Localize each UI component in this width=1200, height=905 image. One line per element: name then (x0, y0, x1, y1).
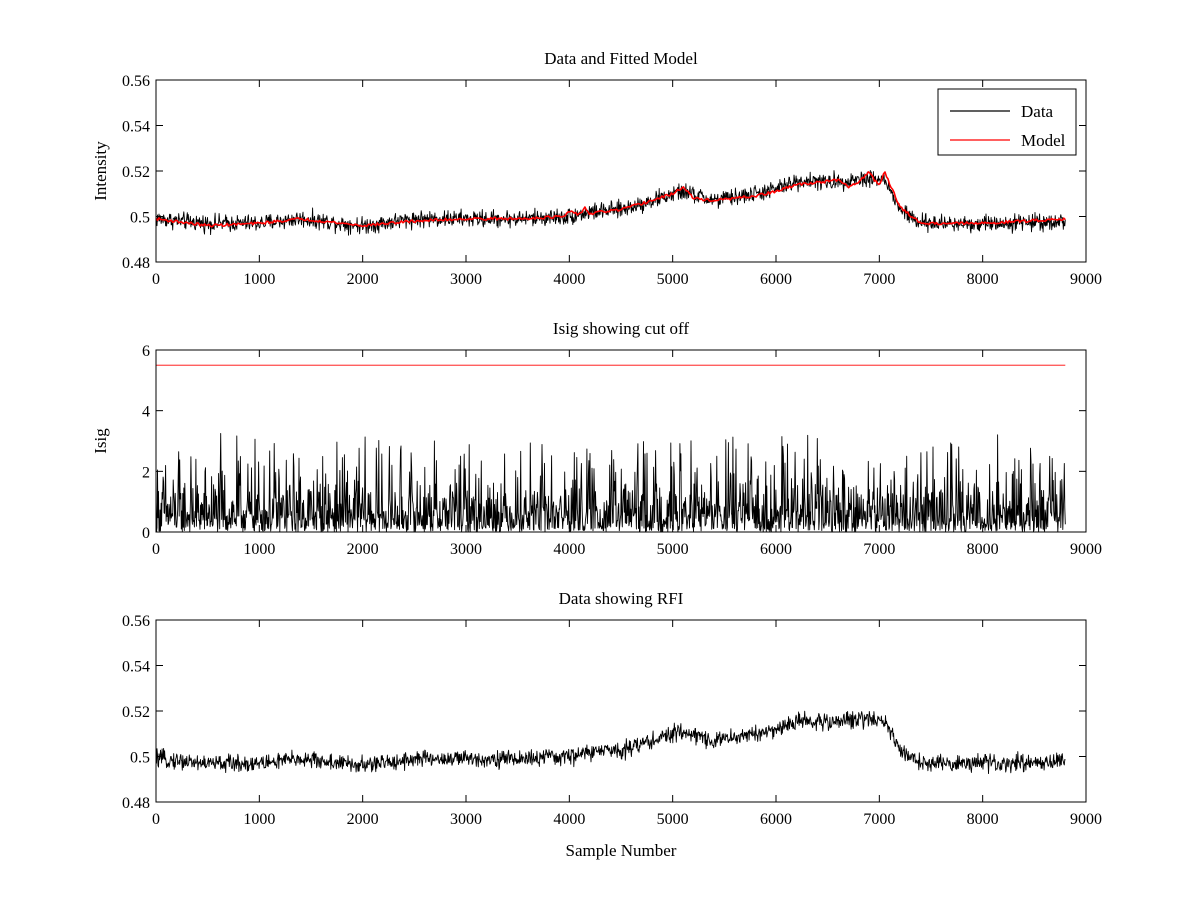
x-tick-label: 5000 (657, 811, 689, 828)
y-tick-label: 0.48 (122, 255, 150, 272)
x-tick-label: 2000 (347, 541, 379, 558)
x-tick-label: 4000 (553, 271, 585, 288)
series-3-1-line (156, 710, 1066, 775)
plot-area (156, 710, 1066, 775)
x-tick-label: 6000 (760, 271, 792, 288)
y-tick-label: 0.5 (130, 210, 150, 227)
x-tick-label: 9000 (1070, 541, 1102, 558)
y-tick-label: 0.56 (122, 613, 150, 630)
x-tick-label: 2000 (347, 811, 379, 828)
subplot-title: Data showing RFI (559, 589, 684, 608)
y-tick-label: 0 (142, 525, 150, 542)
axes-box (155, 349, 1087, 533)
subplot-2: 0 1000 2000 3000 4000 5000 6000 7000 8000 9000 0 2 4… (91, 319, 1102, 558)
series-2-1-line (156, 433, 1066, 532)
y-tick-label: 0.56 (122, 73, 150, 90)
x-tick-label: 0 (152, 271, 160, 288)
y-tick-label: 0.52 (122, 164, 150, 181)
y-axis-label: Intensity (91, 141, 110, 201)
x-tick-label: 7000 (863, 541, 895, 558)
x-axis-label: Sample Number (566, 841, 677, 860)
y-tick-label: 0.54 (122, 119, 150, 136)
x-tick-label: 9000 (1070, 271, 1102, 288)
axes-box (155, 619, 1087, 803)
y-tick-label: 0.48 (122, 795, 150, 812)
subplot-title: Isig showing cut off (553, 319, 689, 338)
x-tick-label: 9000 (1070, 811, 1102, 828)
y-tick-label: 0.5 (130, 750, 150, 767)
y-tick-label: 6 (142, 343, 150, 360)
x-tick-label: 3000 (450, 811, 482, 828)
x-tick-label: 2000 (347, 271, 379, 288)
subplot-1: 0 1000 2000 3000 4000 5000 6000 7000 8000 9000 0.4… (91, 49, 1102, 288)
x-tick-label: 1000 (243, 271, 275, 288)
y-axis-label: Isig (91, 428, 110, 454)
x-tick-label: 0 (152, 811, 160, 828)
x-tick-label: 6000 (760, 541, 792, 558)
x-tick-label: 8000 (967, 271, 999, 288)
legend: Data Model (937, 88, 1077, 156)
series-data-line (156, 170, 1066, 236)
x-tick-label: 3000 (450, 541, 482, 558)
subplot-title: Data and Fitted Model (544, 49, 698, 68)
x-tick-label: 7000 (863, 271, 895, 288)
plot-area (156, 170, 1066, 236)
legend-label-model: Model (1021, 131, 1066, 150)
x-tick-label: 5000 (657, 541, 689, 558)
x-tick-label: 3000 (450, 271, 482, 288)
x-tick-label: 7000 (863, 811, 895, 828)
x-tick-label: 1000 (243, 811, 275, 828)
x-tick-label: 6000 (760, 811, 792, 828)
x-tick-label: 5000 (657, 271, 689, 288)
legend-box (937, 88, 1077, 156)
y-tick-label: 2 (142, 464, 150, 481)
x-tick-label: 4000 (553, 811, 585, 828)
x-tick-label: 0 (152, 541, 160, 558)
y-tick-label: 4 (142, 404, 150, 421)
y-tick-label: 0.52 (122, 704, 150, 721)
legend-label-data: Data (1021, 102, 1054, 121)
x-tick-label: 1000 (243, 541, 275, 558)
plot-area (156, 364, 1066, 532)
x-tick-label: 8000 (967, 811, 999, 828)
subplot-3: 0 1000 2000 3000 4000 5000 6000 7000 8000 9000 0.4… (122, 589, 1102, 860)
x-tick-label: 8000 (967, 541, 999, 558)
series-model-line (156, 171, 1066, 228)
x-tick-label: 4000 (553, 541, 585, 558)
y-tick-label: 0.54 (122, 659, 150, 676)
